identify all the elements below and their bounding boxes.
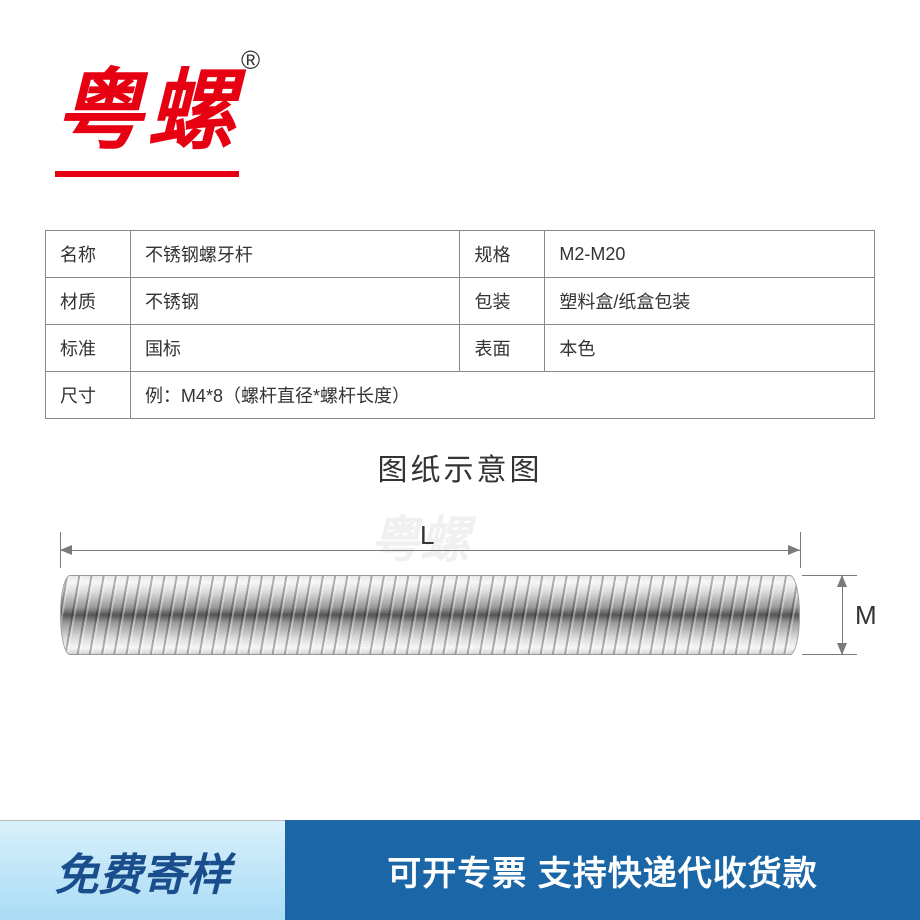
footer-right-panel: 可开专票 支持快递代收货款	[285, 820, 920, 920]
footer-banner: 免费寄样 可开专票 支持快递代收货款	[0, 820, 920, 920]
cell-label: 包装	[460, 278, 545, 325]
cell-value: 例：M4*8（螺杆直径*螺杆长度）	[130, 372, 874, 419]
cell-label: 尺寸	[46, 372, 131, 419]
footer-left-panel: 免费寄样	[0, 820, 285, 920]
dimension-label-diameter: M	[855, 600, 877, 631]
footer-left-text: 免费寄样	[55, 839, 231, 903]
arrow-left-icon	[60, 545, 72, 555]
threaded-rod	[60, 575, 800, 655]
dimension-label-length: L	[420, 520, 434, 551]
arrow-down-icon	[837, 643, 847, 655]
dimension-tick	[800, 532, 801, 568]
arrow-right-icon	[788, 545, 800, 555]
cell-value: 不锈钢	[130, 278, 460, 325]
table-row: 材质 不锈钢 包装 塑料盒/纸盒包装	[46, 278, 875, 325]
arrow-up-icon	[837, 575, 847, 587]
dimension-extension-line	[802, 654, 857, 655]
diagram-container: L M	[60, 520, 880, 720]
cell-value: 不锈钢螺牙杆	[130, 231, 460, 278]
footer-right-text: 可开专票 支持快递代收货款	[387, 846, 817, 895]
cell-label: 材质	[46, 278, 131, 325]
cell-label: 名称	[46, 231, 131, 278]
table-row: 标准 国标 表面 本色	[46, 325, 875, 372]
cell-value: 国标	[130, 325, 460, 372]
table-row: 尺寸 例：M4*8（螺杆直径*螺杆长度）	[46, 372, 875, 419]
cell-value: M2-M20	[545, 231, 875, 278]
dimension-extension-line	[802, 575, 857, 576]
registered-mark-icon: ®	[241, 45, 260, 76]
cell-label: 标准	[46, 325, 131, 372]
table-row: 名称 不锈钢螺牙杆 规格 M2-M20	[46, 231, 875, 278]
cell-label: 表面	[460, 325, 545, 372]
brand-logo: 粤螺 ®	[55, 40, 260, 177]
spec-table: 名称 不锈钢螺牙杆 规格 M2-M20 材质 不锈钢 包装 塑料盒/纸盒包装 标…	[45, 230, 875, 419]
cell-label: 规格	[460, 231, 545, 278]
diagram-title: 图纸示意图	[0, 445, 920, 489]
brand-name: 粤螺	[55, 40, 239, 177]
cell-value: 塑料盒/纸盒包装	[545, 278, 875, 325]
thread-pattern	[61, 576, 799, 654]
cell-value: 本色	[545, 325, 875, 372]
